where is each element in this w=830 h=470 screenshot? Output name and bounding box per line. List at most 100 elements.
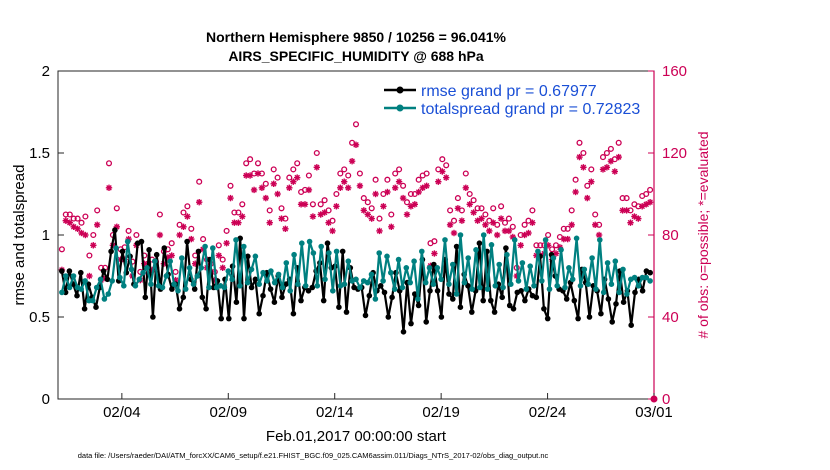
obs-possible-marker (184, 203, 191, 210)
obs-possible-marker (105, 160, 113, 167)
asterisk-stroke (580, 164, 587, 171)
obs-possible-marker (274, 174, 281, 181)
obs-possible-marker (82, 213, 89, 220)
obs-evaluated-marker (372, 190, 379, 198)
asterisk-stroke (584, 195, 591, 201)
rmse-point (252, 276, 259, 283)
totalspread-point (566, 265, 572, 271)
rmse-point (339, 248, 346, 255)
obs-possible-marker (423, 170, 430, 177)
rmse-point (506, 302, 513, 309)
obs-possible-marker (603, 149, 610, 157)
rmse-point (233, 299, 240, 306)
totalspread-point (144, 265, 150, 271)
asterisk-stroke (247, 172, 253, 179)
obs-possible-marker (254, 160, 262, 167)
totalspread-point (597, 237, 603, 243)
totalspread-point (210, 245, 216, 251)
rmse-point (598, 310, 604, 317)
rmse-point (563, 296, 570, 302)
obs-evaluated-marker (439, 168, 446, 175)
totalspread-point (66, 284, 73, 291)
x-axis: 02/04 02/09 02/14 02/19 02/24 03/01 (103, 393, 673, 421)
totalspread-point (593, 286, 599, 292)
x-tick-label: 02/09 (210, 404, 248, 421)
obs-possible-marker (415, 176, 422, 183)
legend-spread-label: totalspread grand pr = 0.72823 (421, 101, 640, 118)
totalspread-point (624, 291, 630, 297)
obs-possible-marker (360, 195, 367, 202)
totalspread-point (480, 232, 487, 238)
asterisk-stroke (564, 236, 571, 242)
obs-evaluated-marker (309, 213, 317, 220)
totalspread-point (546, 286, 553, 292)
asterisk-stroke (306, 187, 312, 193)
asterisk-stroke (270, 181, 277, 187)
totalspread-point (647, 278, 653, 284)
asterisk-stroke (431, 250, 438, 257)
totalspread-point (233, 237, 239, 243)
obs-evaluated-marker (286, 184, 293, 192)
totalspread-point (62, 273, 69, 279)
obs-evaluated-marker (517, 242, 524, 249)
totalspread-point (295, 281, 301, 288)
totalspread-point (287, 288, 294, 294)
rmse-point (586, 314, 593, 320)
obs-evaluated-marker (478, 215, 485, 222)
obs-possible-marker (278, 205, 285, 212)
rmse-point (305, 288, 312, 294)
asterisk-stroke (615, 154, 622, 160)
totalspread-point (550, 255, 557, 261)
obs-possible-marker (533, 242, 540, 249)
obs-evaluated-marker (246, 172, 254, 179)
asterisk-stroke (459, 217, 465, 224)
obs-evaluated-marker (627, 219, 634, 226)
obs-evaluated-marker (607, 157, 615, 165)
asterisk-stroke (604, 164, 610, 171)
totalspread-point (461, 279, 468, 286)
rmse-point (184, 238, 190, 245)
asterisk-stroke (455, 205, 461, 212)
obs-evaluated-marker (423, 182, 430, 190)
obs-evaluated-marker (388, 223, 395, 231)
obs-evaluated-marker (305, 186, 313, 194)
totalspread-point (469, 286, 475, 292)
asterisk-stroke (106, 185, 112, 191)
totalspread-point (631, 274, 638, 281)
x-tick-label: 02/14 (316, 404, 354, 421)
rmse-point (271, 299, 278, 306)
obs-evaluated-marker (290, 178, 297, 185)
obs-possible-marker (529, 207, 536, 214)
totalspread-point (322, 276, 328, 283)
rmse-point (279, 294, 285, 301)
asterisk-stroke (216, 252, 222, 259)
asterisk-stroke (235, 219, 242, 226)
obs-possible-marker (345, 172, 352, 179)
rmse-point (100, 268, 107, 274)
asterisk-stroke (415, 189, 422, 195)
rmse-point (146, 247, 152, 253)
asterisk-stroke (349, 158, 355, 164)
obs-evaluated-marker (215, 252, 223, 259)
totalspread-point (465, 255, 472, 261)
y-left-tick-label: 2 (42, 63, 50, 80)
obs-possible-marker (223, 227, 230, 234)
rmse-point (522, 297, 528, 304)
obs-possible-marker (607, 145, 614, 152)
obs-evaluated-marker (415, 188, 422, 196)
obs-evaluated-marker (250, 186, 258, 194)
rmse-point (104, 276, 111, 283)
rmse-point (389, 294, 395, 301)
totalspread-point (604, 260, 611, 266)
obs-possible-marker (333, 190, 340, 198)
obs-possible-marker (321, 197, 328, 204)
obs-possible-marker (400, 182, 407, 189)
asterisk-stroke (70, 224, 77, 230)
obs-possible-marker (376, 215, 383, 222)
totalspread-point (310, 250, 317, 256)
asterisk-stroke (529, 219, 536, 226)
rmse-point (267, 286, 274, 292)
totalspread-point (163, 273, 170, 279)
totalspread-point (399, 284, 406, 291)
totalspread-point (500, 284, 506, 291)
